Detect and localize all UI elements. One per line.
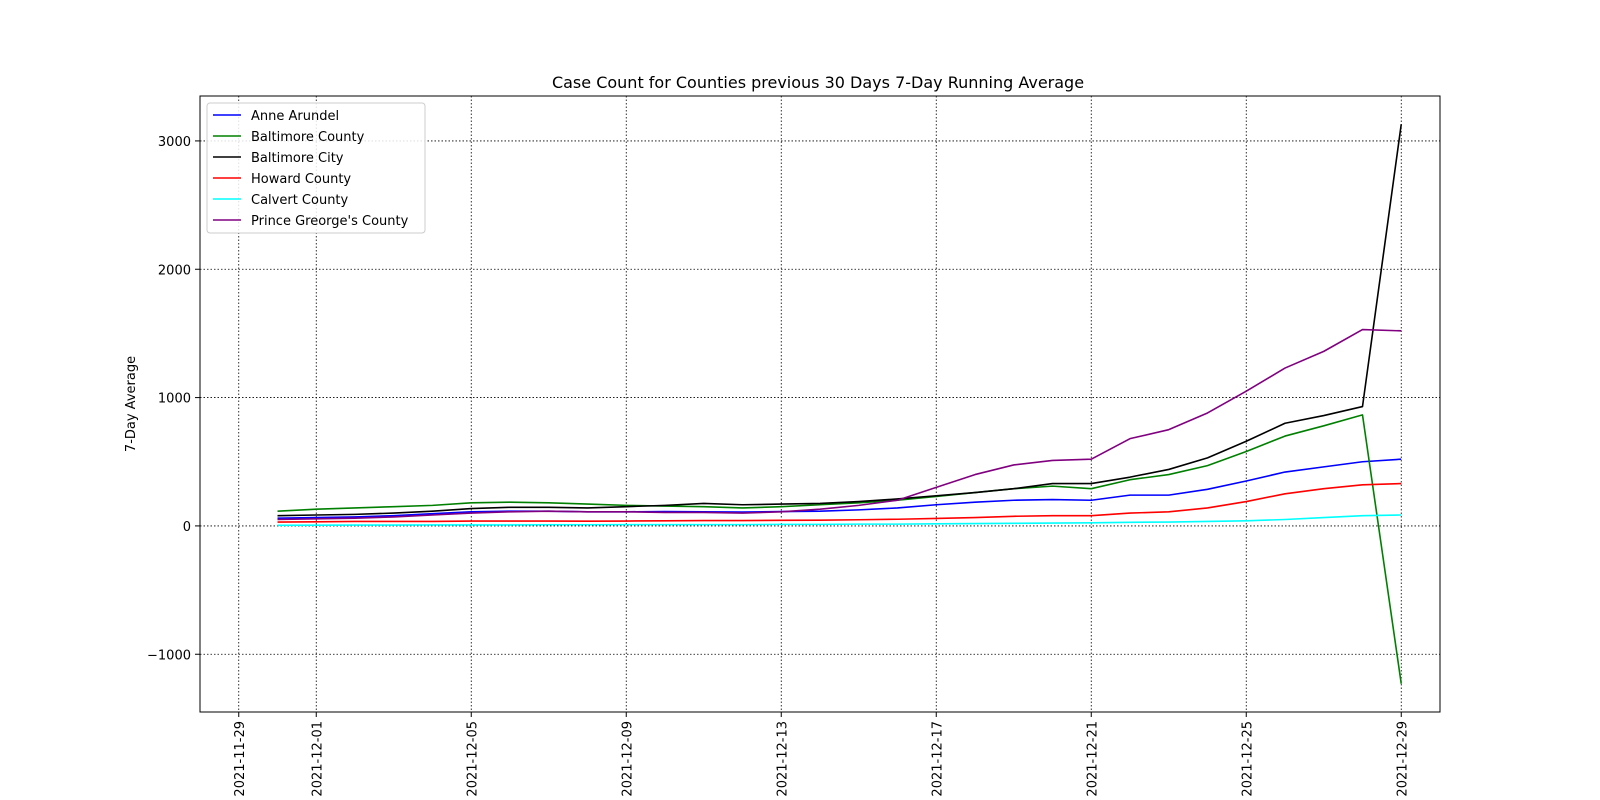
x-tick-label: 2021-12-13 [775,721,790,797]
grid-lines [200,96,1440,712]
legend-label-prince-greorge-s-county: Prince Greorge's County [251,214,409,229]
y-tick-label: 2000 [158,263,191,278]
legend-label-howard-county: Howard County [251,172,351,187]
y-tick-label: −1000 [147,648,191,663]
series-line-baltimore-city [277,124,1403,517]
x-tick-label: 2021-12-21 [1085,721,1100,797]
x-tick-label: 2021-11-29 [233,721,248,797]
series-line-prince-greorge-s-county [277,328,1402,521]
legend-label-calvert-county: Calvert County [251,193,349,208]
legend-label-anne-arundel: Anne Arundel [251,109,339,124]
y-axis-label: 7-Day Average [124,356,139,452]
series-line-howard-county [277,482,1402,523]
series-line-calvert-county [277,514,1402,527]
legend-label-baltimore-city: Baltimore City [251,151,344,166]
series-line-anne-arundel [277,458,1402,520]
x-tick-label: 2021-12-29 [1395,721,1410,797]
x-tick-label: 2021-12-25 [1240,721,1255,797]
y-tick-label: 0 [183,520,191,535]
legend-label-baltimore-county: Baltimore County [251,130,365,145]
axis-ticks: 2021-11-29 2021-12-01 2021-12-05 2021-12-09… [147,135,1410,797]
legend-frame [206,102,426,234]
legend: Anne Arundel Baltimore County Baltimore Ci… [206,102,426,234]
x-tick-label: 2021-12-17 [930,721,945,797]
series-lines [277,124,1403,684]
x-tick-label: 2021-12-01 [310,721,325,797]
plot-frame [199,95,1441,713]
y-tick-label: 1000 [158,392,191,407]
y-tick-label: 3000 [158,135,191,150]
x-tick-label: 2021-12-09 [620,721,635,797]
x-tick-label: 2021-12-05 [465,721,480,797]
series-line-baltimore-county [277,414,1403,684]
chart-title: Case Count for Counties previous 30 Days… [552,73,1084,92]
